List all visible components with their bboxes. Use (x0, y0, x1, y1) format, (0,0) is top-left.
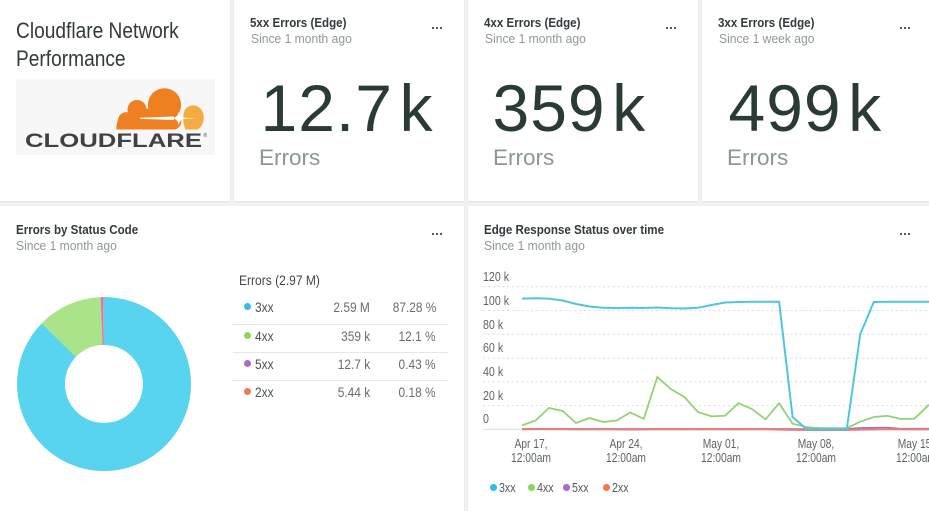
svg-text:CLOUDFLARE: CLOUDFLARE (25, 131, 202, 152)
svg-text:®: ® (204, 132, 208, 139)
